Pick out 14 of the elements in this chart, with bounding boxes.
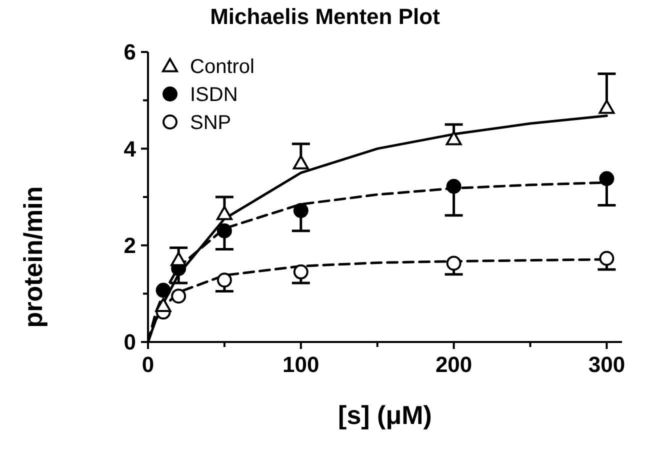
x-tick-label: 100 — [282, 352, 320, 377]
chart-title: Michaelis Menten Plot — [210, 4, 441, 29]
y-tick-label: 6 — [124, 40, 136, 65]
y-axis-title: protein/min — [18, 186, 48, 328]
x-tick-label: 0 — [142, 352, 154, 377]
x-tick-label: 200 — [435, 352, 472, 377]
x-tick-label: 300 — [588, 352, 626, 377]
legend-label: Control — [190, 56, 254, 78]
legend-label: ISDN — [190, 84, 238, 106]
x-axis-title: [s] (μM) — [338, 400, 432, 430]
y-tick-label: 0 — [124, 330, 136, 355]
y-tick-label: 4 — [124, 136, 137, 162]
legend-label: SNP — [190, 112, 232, 134]
y-tick-label: 2 — [124, 233, 136, 258]
